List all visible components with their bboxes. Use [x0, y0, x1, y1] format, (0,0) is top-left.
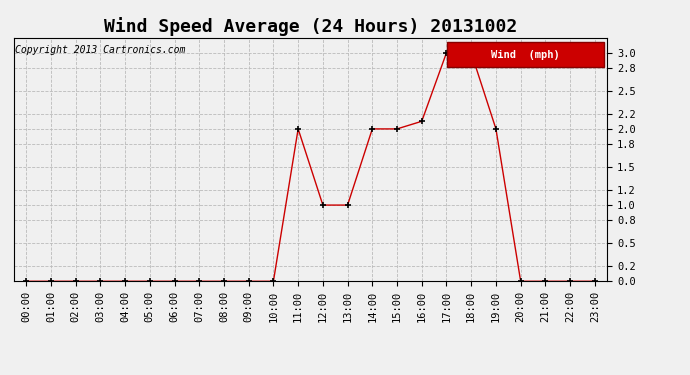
Text: Copyright 2013 Cartronics.com: Copyright 2013 Cartronics.com [15, 45, 186, 55]
Text: Wind  (mph): Wind (mph) [491, 50, 560, 60]
Title: Wind Speed Average (24 Hours) 20131002: Wind Speed Average (24 Hours) 20131002 [104, 17, 517, 36]
FancyBboxPatch shape [447, 42, 604, 67]
